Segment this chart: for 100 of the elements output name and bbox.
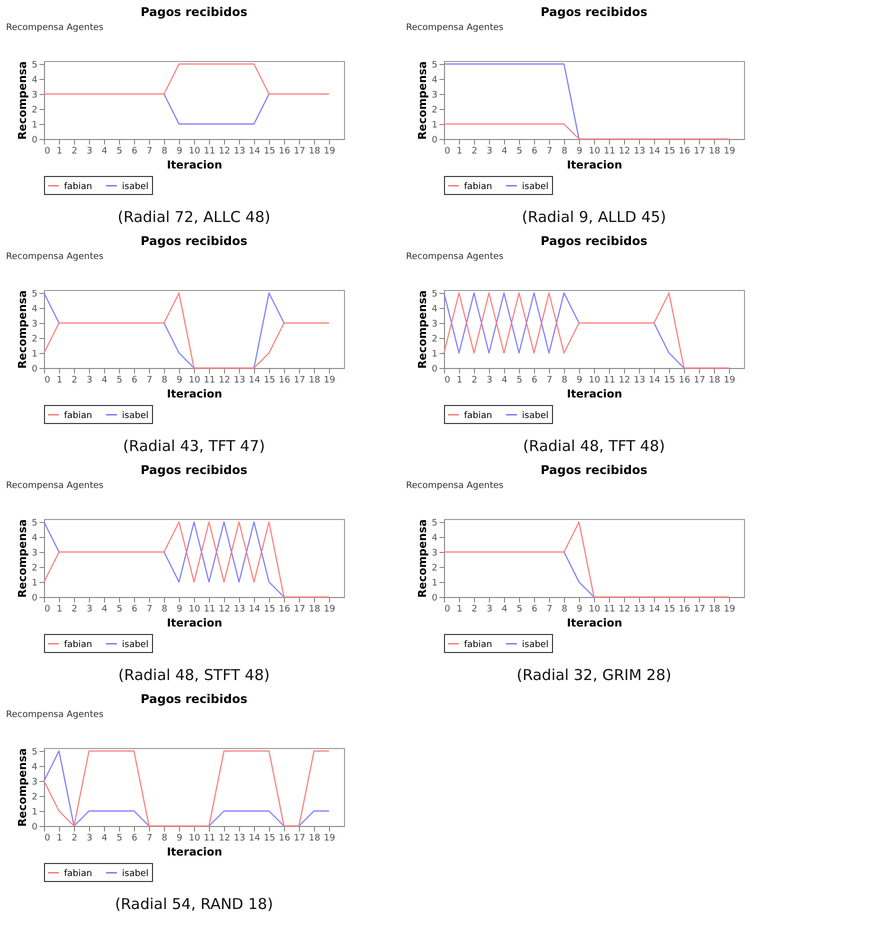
y-tick-label: 1: [32, 808, 38, 818]
y-tick-label: 1: [432, 120, 438, 130]
x-tick-label: 10: [188, 834, 200, 844]
x-tick-label: 0: [44, 834, 50, 844]
x-tick-label: 19: [324, 834, 336, 844]
x-tick-label: 5: [116, 834, 122, 844]
x-tick-label: 16: [278, 376, 290, 386]
x-tick-label: 14: [248, 834, 260, 844]
x-tick-label: 14: [248, 376, 260, 386]
x-tick-label: 18: [708, 376, 720, 386]
x-axis-title: Iteracion: [566, 388, 622, 400]
x-tick-label: 3: [486, 604, 492, 614]
y-axis-title: Recompensa: [16, 61, 29, 140]
x-tick-label: 15: [664, 376, 676, 386]
text: (Radial 72, ALLC 48): [118, 208, 270, 226]
x-tick-label: 4: [102, 376, 108, 386]
x-tick-label: 5: [116, 604, 122, 614]
y-tick-label: 4: [432, 304, 438, 314]
x-tick-label: 16: [278, 146, 290, 156]
legend-label: isabel: [122, 410, 148, 421]
x-tick-label: 11: [604, 604, 616, 614]
x-tick-label: 10: [188, 146, 200, 156]
legend-label: fabian: [64, 868, 92, 879]
x-tick-label: 6: [532, 146, 538, 156]
x-tick-label: 3: [486, 376, 492, 386]
x-tick-label: 10: [588, 604, 600, 614]
legend-label: isabel: [122, 868, 148, 879]
x-tick-label: 6: [132, 146, 138, 156]
x-axis-title: Iteracion: [166, 388, 222, 400]
x-tick-label: 17: [694, 146, 706, 156]
x-tick-label: 12: [218, 834, 230, 844]
x-tick-label: 17: [294, 604, 306, 614]
x-tick-label: 16: [278, 834, 290, 844]
x-tick-label: 6: [132, 604, 138, 614]
legend-label: fabian: [64, 410, 92, 421]
y-tick-label: 0: [432, 136, 438, 146]
x-tick-label: 19: [724, 604, 736, 614]
x-axis-title: Iteracion: [566, 616, 622, 630]
x-tick-label: 19: [724, 376, 736, 386]
legend-label: isabel: [522, 640, 548, 650]
x-tick-label: 4: [102, 834, 108, 844]
x-tick-label: 8: [162, 376, 168, 386]
y-axis-title: Recompensa: [16, 748, 29, 827]
x-tick-label: 13: [634, 604, 646, 614]
text: Recompensa Agentes: [406, 252, 504, 262]
text: (Radial 43, TFT 47): [123, 437, 265, 455]
y-tick-label: 2: [432, 564, 438, 574]
x-tick-label: 2: [72, 604, 78, 614]
y-axis-title: Recompensa: [416, 519, 429, 598]
x-tick-label: 18: [308, 834, 320, 844]
x-tick-label: 11: [204, 834, 216, 844]
x-tick-label: 2: [72, 146, 78, 156]
x-tick-label: 15: [264, 604, 276, 614]
x-tick-label: 13: [234, 604, 246, 614]
x-tick-label: 1: [56, 834, 62, 844]
x-tick-label: 1: [456, 376, 462, 386]
x-tick-label: 8: [162, 604, 168, 614]
chart-title: Pagos recibidos: [540, 463, 648, 477]
x-tick-label: 2: [472, 146, 478, 156]
y-tick-label: 5: [432, 518, 438, 528]
legend-label: fabian: [64, 182, 92, 192]
x-tick-label: 8: [562, 146, 568, 156]
x-tick-label: 16: [278, 604, 290, 614]
x-tick-label: 15: [264, 834, 276, 844]
x-tick-label: 5: [516, 146, 522, 156]
x-tick-label: 7: [546, 146, 552, 156]
x-tick-label: 8: [562, 604, 568, 614]
y-tick-label: 0: [432, 594, 438, 604]
x-tick-label: 12: [218, 604, 230, 614]
x-tick-label: 2: [72, 834, 78, 844]
line-series: [43, 521, 330, 598]
x-tick-label: 18: [708, 146, 720, 156]
legend-label: fabian: [464, 410, 492, 421]
y-tick-label: 0: [32, 136, 38, 146]
x-tick-label: 8: [162, 834, 168, 844]
x-tick-label: 3: [86, 376, 92, 386]
x-tick-label: 17: [294, 376, 306, 386]
x-tick-label: 6: [132, 376, 138, 386]
x-tick-label: 15: [264, 376, 276, 386]
x-tick-label: 1: [456, 604, 462, 614]
x-tick-label: 0: [44, 376, 50, 386]
x-tick-label: 5: [116, 146, 122, 156]
text: (Radial 32, GRIM 28): [516, 666, 672, 684]
text: (Radial 54, RAND 18): [114, 895, 274, 913]
x-tick-label: 11: [204, 376, 216, 386]
y-tick-label: 1: [32, 120, 38, 130]
x-tick-label: 5: [516, 376, 522, 386]
y-axis-title: Recompensa: [416, 290, 429, 369]
x-tick-label: 19: [324, 376, 336, 386]
y-tick-label: 3: [432, 548, 438, 558]
y-tick-label: 5: [432, 60, 438, 70]
x-tick-label: 13: [234, 146, 246, 156]
y-axis-title: Recompensa: [16, 519, 29, 598]
text: Recompensa Agentes: [6, 710, 104, 720]
y-tick-label: 3: [432, 90, 438, 100]
x-tick-label: 9: [176, 834, 183, 844]
x-tick-label: 7: [146, 834, 152, 844]
x-axis-title: Iteracion: [166, 616, 222, 630]
chart-title: Pagos recibidos: [540, 5, 648, 19]
x-tick-label: 1: [56, 376, 62, 386]
